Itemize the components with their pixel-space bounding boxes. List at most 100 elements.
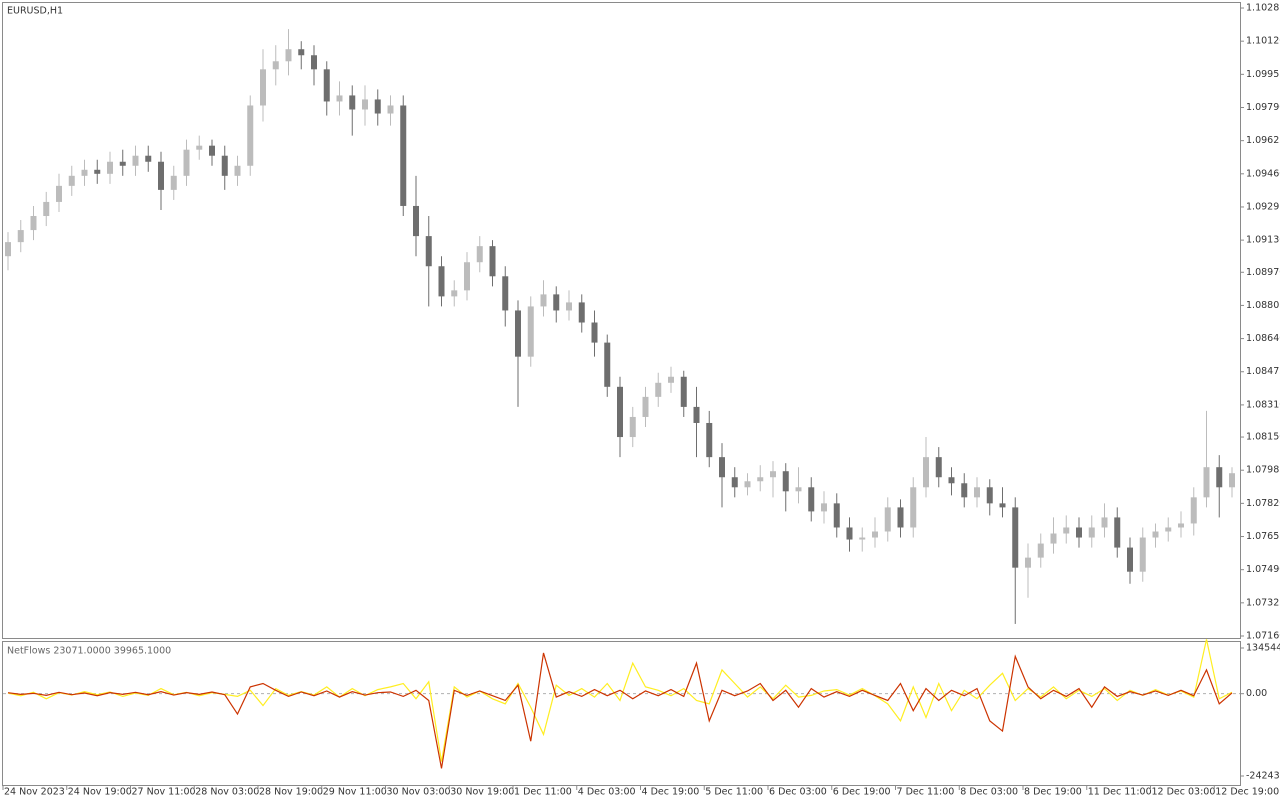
candle-body — [1076, 527, 1082, 538]
candle-body — [1063, 527, 1070, 534]
candle-body — [387, 105, 394, 114]
candle-body — [425, 236, 432, 267]
candle-body — [170, 175, 177, 190]
candle-body — [196, 145, 203, 150]
candle-body — [770, 471, 776, 478]
candle-body — [183, 149, 190, 176]
candle-body — [782, 471, 789, 492]
candle-body — [298, 49, 305, 56]
candle-body — [30, 216, 37, 231]
candle-body — [158, 161, 164, 190]
indicator-line — [7, 652, 1233, 769]
candle-body — [1012, 507, 1019, 568]
candle-body — [132, 155, 139, 166]
candle-body — [94, 169, 101, 174]
candle-body — [285, 49, 292, 62]
indicator-title: NetFlows 23071.0000 39965.1000 — [7, 646, 171, 657]
main-panel — [2, 2, 1241, 639]
x-tick-label: 6 Dec 03:00 — [769, 787, 827, 798]
candle-body — [502, 276, 509, 311]
candle-body — [680, 376, 687, 407]
y-tick-label: 1.08150 — [1246, 432, 1280, 443]
candle-body — [833, 503, 840, 528]
candle-body — [1088, 527, 1095, 538]
candle-body — [1203, 467, 1210, 498]
x-tick-label: 11 Dec 11:00 — [1088, 787, 1152, 798]
candle-body — [349, 95, 356, 110]
y-tick-label: 1.10120 — [1246, 36, 1280, 47]
candle-body — [489, 246, 496, 277]
candle-body — [846, 527, 853, 540]
x-tick-label: 12 Dec 19:00 — [1215, 787, 1279, 798]
candle-body — [999, 503, 1006, 508]
candle-body — [706, 422, 713, 458]
candle-body — [107, 161, 113, 174]
candle-body — [1037, 543, 1044, 558]
y-tick-label: 1.09460 — [1246, 168, 1280, 179]
candle-body — [642, 396, 649, 417]
y-tick-label: -2424388 — [1246, 771, 1280, 782]
candle-body — [668, 376, 674, 383]
candle-body — [948, 477, 955, 484]
candle-body — [757, 477, 764, 482]
candle-body — [272, 61, 279, 70]
candle-body — [336, 95, 343, 102]
candle-body — [540, 294, 547, 307]
y-tick-label: 1.09295 — [1246, 201, 1280, 212]
indicator-line — [7, 639, 1233, 762]
x-tick-label: 5 Dec 11:00 — [705, 787, 763, 798]
candle-body — [374, 99, 381, 114]
candle-body — [323, 69, 330, 102]
y-tick-label: 1.07325 — [1246, 597, 1280, 608]
candle-body — [859, 537, 866, 540]
candle-body — [527, 306, 534, 357]
y-tick-label: 1.09130 — [1246, 235, 1280, 246]
candle-body — [400, 105, 407, 206]
candle-body — [311, 55, 317, 70]
candle-body — [221, 155, 228, 176]
candle-body — [923, 457, 929, 488]
candle-body — [884, 507, 891, 532]
candle-body — [910, 487, 917, 528]
chart-title: EURUSD,H1 — [7, 6, 63, 17]
candle-body — [1229, 473, 1235, 488]
candle-body — [476, 246, 483, 263]
candle-body — [1216, 467, 1223, 488]
candle-body — [260, 69, 266, 106]
candle-body — [719, 457, 725, 478]
candle-body — [1178, 523, 1184, 528]
candle-body — [362, 99, 368, 110]
candle-body — [693, 406, 700, 423]
y-tick-label: 1.09955 — [1246, 69, 1280, 80]
x-tick-label: 7 Dec 11:00 — [897, 787, 955, 798]
y-tick-label: 1.08640 — [1246, 333, 1280, 344]
candle-body — [604, 342, 611, 387]
x-tick-label: 30 Nov 03:00 — [387, 787, 451, 798]
candle-body — [808, 487, 815, 512]
candle-body — [986, 487, 993, 504]
candle-body — [247, 105, 254, 166]
indicator-panel — [2, 641, 1241, 786]
x-tick-label: 8 Dec 03:00 — [960, 787, 1018, 798]
x-tick-label: 1 Dec 11:00 — [514, 787, 572, 798]
candle-body — [81, 169, 88, 176]
candle-body — [1114, 517, 1121, 548]
candle-body — [553, 294, 560, 311]
y-tick-label: 1.07820 — [1246, 498, 1280, 509]
y-tick-label: 1.08805 — [1246, 300, 1280, 311]
y-tick-label: 1.10285 — [1246, 3, 1280, 14]
candle-body — [744, 481, 751, 488]
candle-body — [655, 382, 662, 397]
candle-body — [566, 302, 572, 311]
y-tick-label: 1.08475 — [1246, 366, 1280, 377]
y-tick-label: 1.07985 — [1246, 465, 1280, 476]
candle-body — [897, 507, 904, 528]
x-tick-label: 30 Nov 19:00 — [450, 787, 514, 798]
y-tick-label: 0.00 — [1246, 688, 1267, 699]
candle-body — [119, 161, 126, 166]
candle-body — [56, 185, 62, 202]
candle-body — [872, 531, 878, 538]
candle-body — [821, 503, 827, 512]
candle-body — [578, 302, 585, 323]
y-tick-label: 1345442 — [1246, 643, 1280, 654]
